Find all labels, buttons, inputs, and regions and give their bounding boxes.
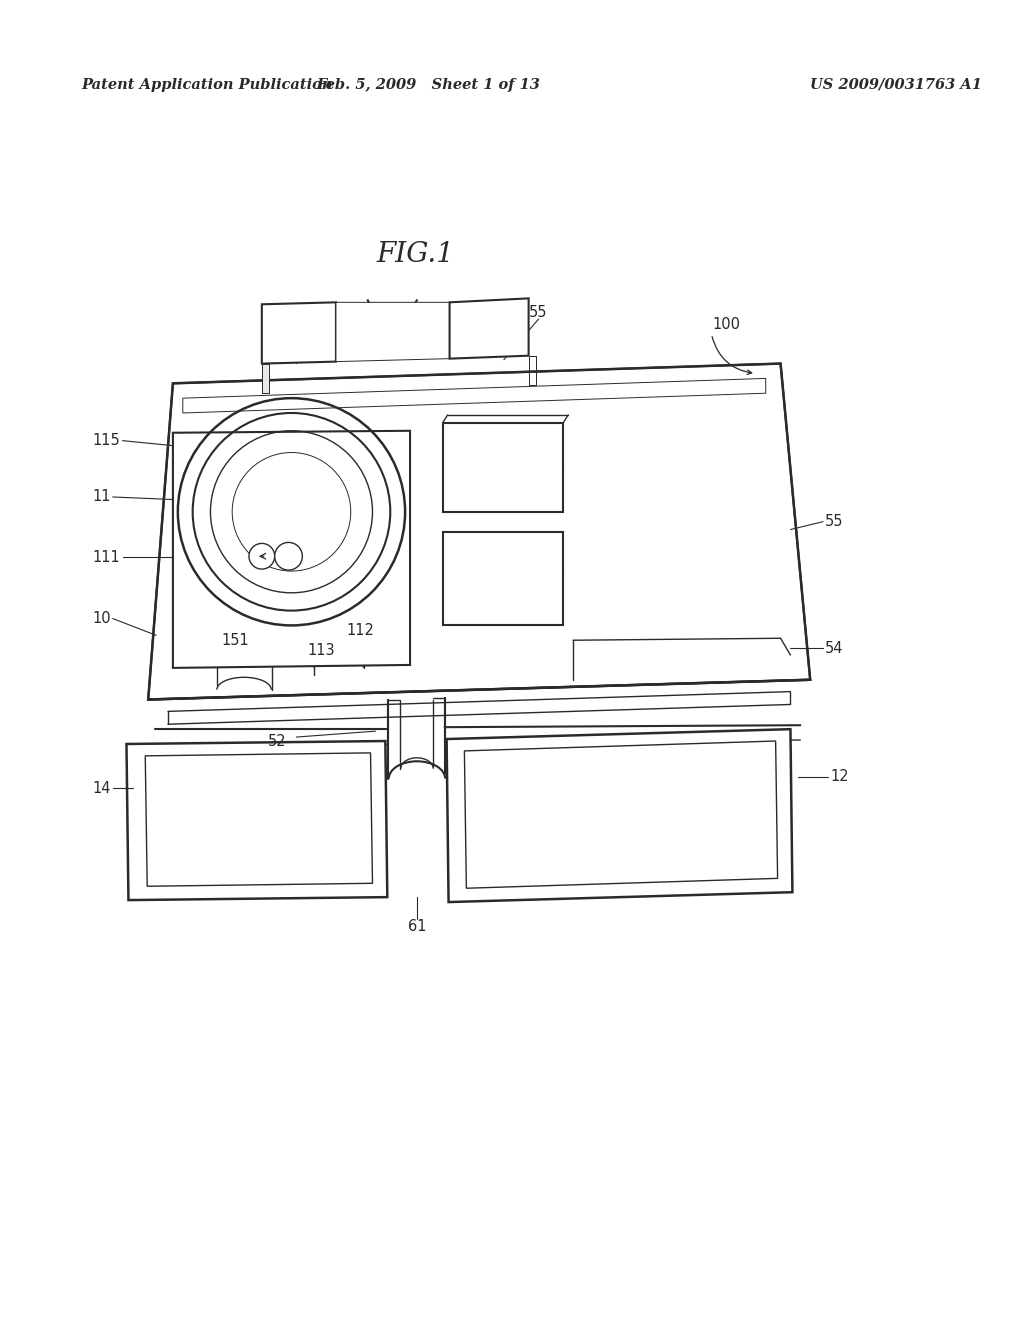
Text: 52: 52 <box>267 734 286 748</box>
Polygon shape <box>148 363 810 700</box>
Circle shape <box>249 544 274 569</box>
Polygon shape <box>450 298 528 359</box>
Circle shape <box>274 543 302 570</box>
Text: 61: 61 <box>408 919 426 935</box>
Polygon shape <box>127 741 387 900</box>
Polygon shape <box>446 729 793 902</box>
Text: 111: 111 <box>93 549 121 565</box>
Text: 54: 54 <box>825 640 844 656</box>
Polygon shape <box>262 302 336 363</box>
Text: 115: 115 <box>93 433 121 449</box>
Text: Patent Application Publication: Patent Application Publication <box>81 78 333 92</box>
Text: US 2009/0031763 A1: US 2009/0031763 A1 <box>810 78 982 92</box>
Text: 14: 14 <box>92 781 111 796</box>
Polygon shape <box>442 532 563 626</box>
Polygon shape <box>145 752 373 886</box>
Text: 55: 55 <box>529 305 548 319</box>
Text: 15: 15 <box>283 305 301 319</box>
Text: 100: 100 <box>713 317 740 331</box>
Text: 11: 11 <box>92 490 111 504</box>
FancyArrowPatch shape <box>712 337 752 375</box>
Text: 55: 55 <box>825 515 844 529</box>
Polygon shape <box>336 302 450 362</box>
Text: 10: 10 <box>92 611 111 626</box>
Text: FIG.1: FIG.1 <box>376 242 454 268</box>
Polygon shape <box>465 741 777 888</box>
Polygon shape <box>173 430 410 668</box>
Polygon shape <box>442 422 563 512</box>
Text: 12: 12 <box>830 770 849 784</box>
Text: 113: 113 <box>307 643 335 657</box>
Text: Feb. 5, 2009   Sheet 1 of 13: Feb. 5, 2009 Sheet 1 of 13 <box>315 78 540 92</box>
Text: 151: 151 <box>221 632 249 648</box>
Text: 112: 112 <box>347 623 375 638</box>
Polygon shape <box>262 363 268 393</box>
